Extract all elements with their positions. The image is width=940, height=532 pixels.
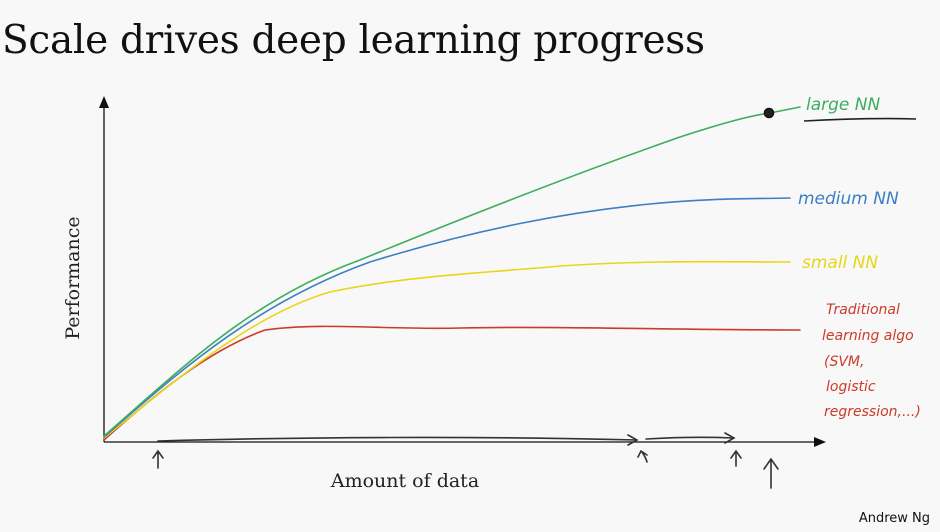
data-range-annotations	[152, 432, 779, 489]
curve-labels: large NN medium NN small NN Traditional …	[798, 95, 921, 420]
dot-icon	[763, 107, 775, 119]
label-medium-nn: medium NN	[798, 189, 899, 209]
x-axis-arrow-icon	[814, 437, 826, 447]
curve-medium-nn	[103, 197, 791, 438]
traditional-line-3: (SVM,	[824, 354, 864, 370]
traditional-line-4: logistic	[826, 379, 876, 395]
data-range-line	[157, 436, 637, 442]
y-axis-label: Performance	[62, 216, 84, 340]
data-range-arrowhead-2-icon	[724, 432, 736, 444]
traditional-line-1: Traditional	[826, 302, 900, 318]
traditional-line-2: learning algo	[822, 328, 914, 344]
curves	[103, 106, 801, 441]
author-credit: Andrew Ng	[858, 511, 930, 526]
label-small-nn: small NN	[802, 253, 878, 273]
tick-arrow-3-icon	[730, 449, 742, 467]
tick-arrow-4-icon	[763, 457, 779, 489]
curve-small-nn	[103, 260, 791, 439]
label-large-nn: large NN	[806, 95, 881, 115]
label-traditional: Traditional learning algo (SVM, logistic…	[822, 302, 921, 420]
tick-arrow-1-icon	[152, 449, 164, 469]
traditional-line-5: regression,...)	[824, 404, 921, 420]
curve-traditional	[103, 325, 801, 441]
curve-large-nn	[103, 106, 801, 437]
data-range-line-2	[645, 436, 734, 440]
data-range-arrowhead-icon	[627, 434, 639, 446]
tick-arrow-2-icon	[637, 449, 648, 463]
x-axis-label: Amount of data	[330, 470, 480, 492]
y-axis-arrow-icon	[99, 96, 109, 108]
axes	[99, 96, 826, 447]
slide-title: Scale drives deep learning progress	[2, 18, 705, 63]
large-nn-underline	[803, 117, 917, 122]
